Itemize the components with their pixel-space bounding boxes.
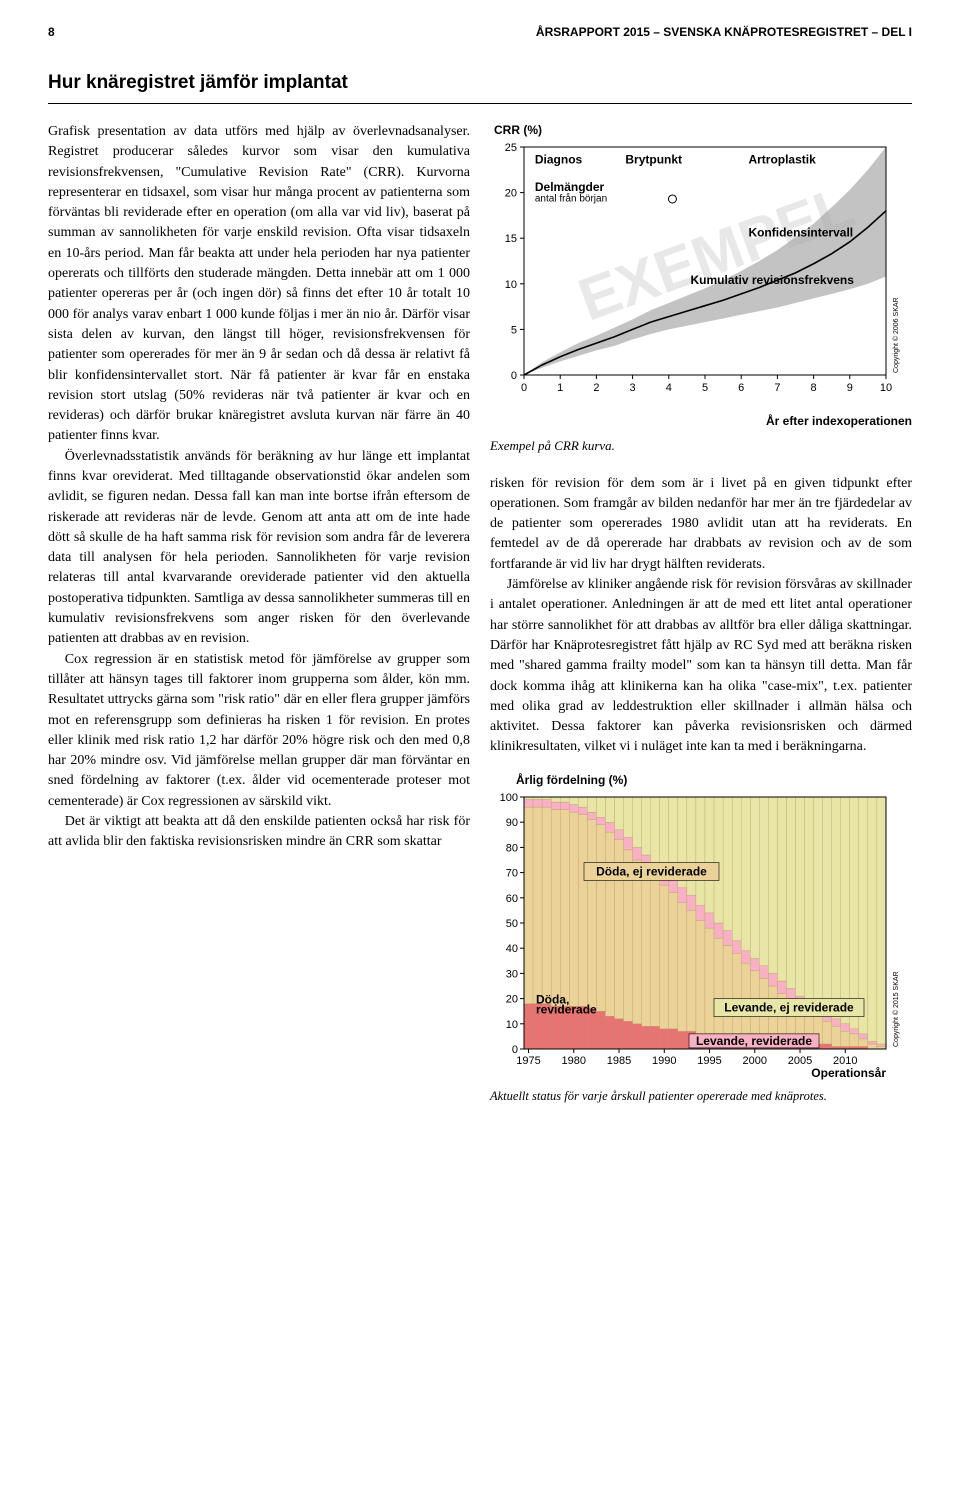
svg-text:10: 10 <box>506 1019 518 1031</box>
svg-text:90: 90 <box>506 817 518 829</box>
area-caption: Aktuellt status för varje årskull patien… <box>490 1087 912 1105</box>
svg-text:40: 40 <box>506 943 518 955</box>
svg-text:20: 20 <box>506 994 518 1006</box>
svg-text:1980: 1980 <box>562 1055 586 1067</box>
report-title: ÅRSRAPPORT 2015 – SVENSKA KNÄPROTESREGIS… <box>536 24 912 41</box>
page-number: 8 <box>48 24 55 41</box>
right-column: CRR (%) EXEMPEL0510152025012345678910Dia… <box>490 122 912 1105</box>
paragraph: Jämförelse av kliniker angående risk för… <box>490 575 912 758</box>
svg-text:2005: 2005 <box>788 1055 812 1067</box>
svg-text:30: 30 <box>506 969 518 981</box>
svg-text:Levande, reviderade: Levande, reviderade <box>696 1034 812 1048</box>
svg-text:5: 5 <box>702 382 708 394</box>
svg-text:10: 10 <box>880 382 892 394</box>
svg-text:20: 20 <box>505 188 517 200</box>
svg-text:Operationsår: Operationsår <box>811 1066 886 1080</box>
area-chart: Årlig fördelning (%) 0102030405060708090… <box>490 772 912 1081</box>
area-chart-svg: 0102030405060708090100197519801985199019… <box>490 791 910 1081</box>
svg-text:25: 25 <box>505 142 517 154</box>
svg-text:Artroplastik: Artroplastik <box>748 153 816 167</box>
svg-text:2000: 2000 <box>743 1055 767 1067</box>
svg-text:80: 80 <box>506 843 518 855</box>
svg-text:Delmängder: Delmängder <box>535 180 605 194</box>
paragraph: risken för revision för dem som är i liv… <box>490 474 912 575</box>
svg-text:1975: 1975 <box>516 1055 540 1067</box>
svg-text:70: 70 <box>506 868 518 880</box>
svg-text:1995: 1995 <box>697 1055 721 1067</box>
svg-text:2: 2 <box>593 382 599 394</box>
area-title: Årlig fördelning (%) <box>516 772 912 789</box>
svg-text:Konfidensintervall: Konfidensintervall <box>748 226 853 240</box>
svg-text:1: 1 <box>557 382 563 394</box>
svg-text:Copyright © 2006 SKAR: Copyright © 2006 SKAR <box>892 298 900 374</box>
svg-text:8: 8 <box>811 382 817 394</box>
paragraph: Cox regression är en statistisk metod fö… <box>48 650 470 812</box>
svg-text:1990: 1990 <box>652 1055 676 1067</box>
svg-text:Copyright © 2015 SKAR: Copyright © 2015 SKAR <box>892 972 900 1048</box>
section-title: Hur knäregistret jämför implantat <box>48 69 912 104</box>
paragraph: Grafisk presentation av data utförs med … <box>48 122 470 447</box>
svg-text:0: 0 <box>511 370 517 382</box>
left-column: Grafisk presentation av data utförs med … <box>48 122 470 1105</box>
svg-text:3: 3 <box>630 382 636 394</box>
svg-text:Kumulativ revisionsfrekvens: Kumulativ revisionsfrekvens <box>691 273 855 287</box>
svg-text:7: 7 <box>774 382 780 394</box>
svg-text:6: 6 <box>738 382 744 394</box>
svg-text:Döda, ej reviderade: Döda, ej reviderade <box>596 865 707 879</box>
crr-xaxis-title: År efter indexoperationen <box>490 413 912 430</box>
svg-text:0: 0 <box>521 382 527 394</box>
svg-text:Levande, ej reviderade: Levande, ej reviderade <box>724 1001 854 1015</box>
crr-title: CRR (%) <box>494 122 912 139</box>
svg-text:5: 5 <box>511 325 517 337</box>
crr-chart: CRR (%) EXEMPEL0510152025012345678910Dia… <box>490 122 912 431</box>
svg-text:50: 50 <box>506 918 518 930</box>
paragraph: Överlevnadsstatistik används för beräkni… <box>48 447 470 650</box>
crr-caption: Exempel på CRR kurva. <box>490 437 912 456</box>
svg-text:reviderade: reviderade <box>536 1003 597 1017</box>
svg-text:Brytpunkt: Brytpunkt <box>625 153 682 167</box>
svg-text:9: 9 <box>847 382 853 394</box>
svg-text:15: 15 <box>505 234 517 246</box>
svg-text:4: 4 <box>666 382 672 394</box>
svg-text:antal från början: antal från början <box>535 193 607 205</box>
svg-text:1985: 1985 <box>607 1055 631 1067</box>
svg-text:100: 100 <box>500 792 518 804</box>
paragraph: Det är viktigt att beakta att då den ens… <box>48 812 470 853</box>
svg-text:Diagnos: Diagnos <box>535 153 583 167</box>
svg-text:60: 60 <box>506 893 518 905</box>
crr-chart-svg: EXEMPEL0510152025012345678910DiagnosBryt… <box>490 141 910 411</box>
page-header: 8 ÅRSRAPPORT 2015 – SVENSKA KNÄPROTESREG… <box>48 24 912 41</box>
svg-text:10: 10 <box>505 279 517 291</box>
